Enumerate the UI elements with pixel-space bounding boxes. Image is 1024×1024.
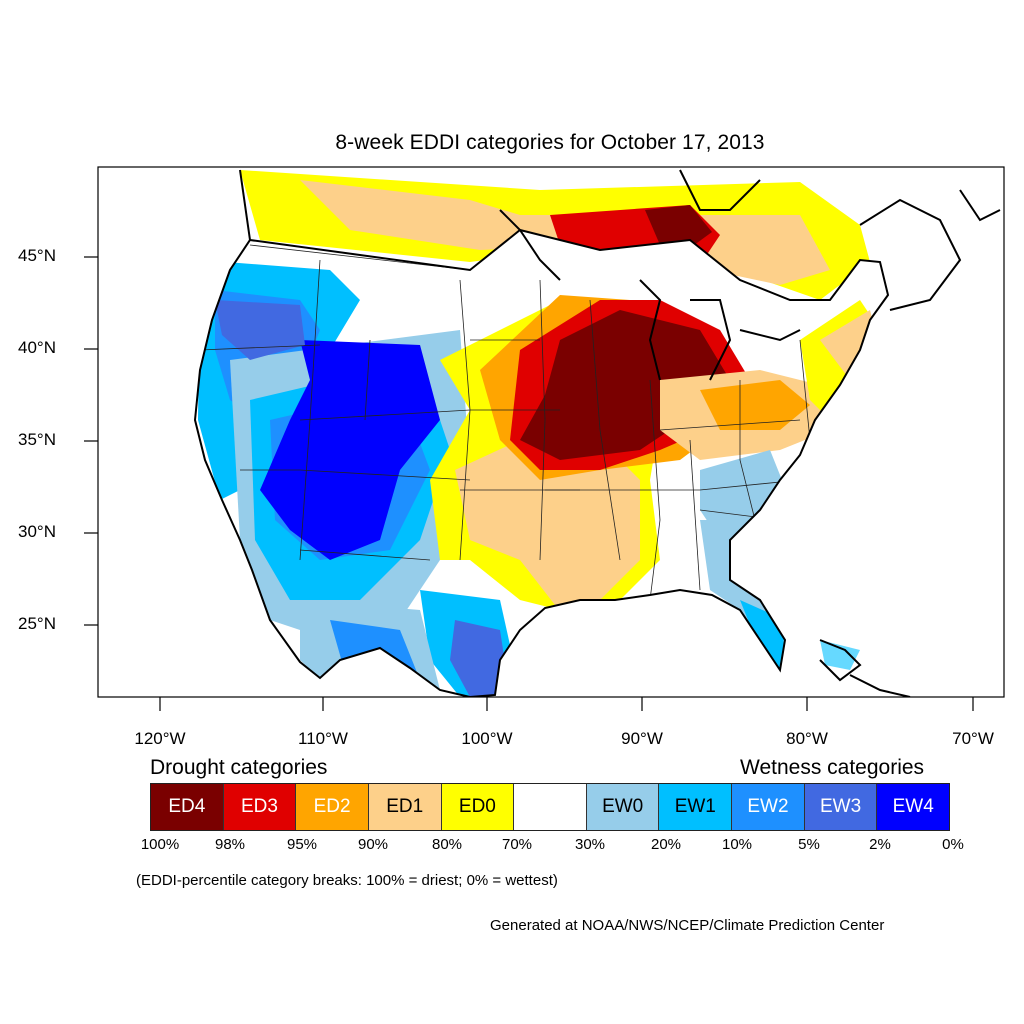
category-note: (EDDI-percentile category breaks: 100% =… bbox=[136, 872, 558, 889]
lat-label-45: 45°N bbox=[18, 246, 56, 265]
lon-label-110: 110°W bbox=[298, 729, 348, 748]
map-title: 8-week EDDI categories for October 17, 2… bbox=[335, 131, 765, 154]
break-label: 20% bbox=[650, 836, 682, 853]
legend-swatch-ew3: EW3 bbox=[804, 784, 878, 830]
break-label: 2% bbox=[869, 836, 891, 853]
lat-label-30: 30°N bbox=[18, 522, 56, 541]
axis-ticks bbox=[84, 256, 974, 711]
legend-swatch-ed4: ED4 bbox=[151, 784, 224, 830]
break-label: 5% bbox=[798, 836, 820, 853]
oregon-ew3 bbox=[215, 300, 305, 360]
legend-bar: ED4 ED3 ED2 ED1 ED0 EW0 EW1 EW2 EW3 EW4 bbox=[150, 783, 950, 831]
break-label: 95% bbox=[286, 836, 318, 853]
texas-ew3 bbox=[450, 620, 510, 697]
map-frame bbox=[97, 166, 1005, 698]
legend-swatch-ed3: ED3 bbox=[223, 784, 297, 830]
break-label: 98% bbox=[214, 836, 246, 853]
legend-swatch-ed0: ED0 bbox=[441, 784, 515, 830]
coastlines bbox=[194, 169, 1001, 697]
lat-label-25: 25°N bbox=[18, 614, 56, 633]
break-label: 90% bbox=[357, 836, 389, 853]
ohio-ed2 bbox=[700, 380, 810, 430]
state-lines bbox=[199, 244, 811, 601]
legend-swatch-neutral bbox=[514, 784, 587, 830]
legend-swatch-ed2: ED2 bbox=[296, 784, 369, 830]
lat-label-35: 35°N bbox=[18, 430, 56, 449]
florida-ew1 bbox=[740, 600, 785, 670]
break-label: 0% bbox=[942, 836, 964, 853]
drought-heading: Drought categories bbox=[150, 756, 328, 779]
legend-swatch-ew0: EW0 bbox=[586, 784, 660, 830]
legend-swatch-ed1: ED1 bbox=[368, 784, 442, 830]
lat-label-40: 40°N bbox=[18, 338, 56, 357]
legend-swatch-ew4: EW4 bbox=[877, 784, 950, 830]
plains-ed1 bbox=[455, 440, 640, 605]
lon-label-100: 100°W bbox=[461, 729, 513, 748]
break-label: 10% bbox=[721, 836, 753, 853]
lon-label-80: 80°W bbox=[786, 729, 828, 748]
credit-line: Generated at NOAA/NWS/NCEP/Climate Predi… bbox=[490, 917, 885, 934]
eddi-map bbox=[84, 166, 1005, 711]
break-label: 100% bbox=[140, 836, 180, 853]
wetness-heading: Wetness categories bbox=[740, 756, 925, 779]
break-label: 80% bbox=[431, 836, 463, 853]
legend-swatch-ew2: EW2 bbox=[732, 784, 805, 830]
break-label: 30% bbox=[574, 836, 606, 853]
lon-label-90: 90°W bbox=[621, 729, 663, 748]
southwest-ew4 bbox=[260, 340, 440, 560]
lon-label-120: 120°W bbox=[134, 729, 186, 748]
canada-ed4 bbox=[645, 205, 712, 248]
break-label: 70% bbox=[501, 836, 533, 853]
legend-swatch-ew1: EW1 bbox=[659, 784, 733, 830]
lon-label-70: 70°W bbox=[952, 729, 994, 748]
